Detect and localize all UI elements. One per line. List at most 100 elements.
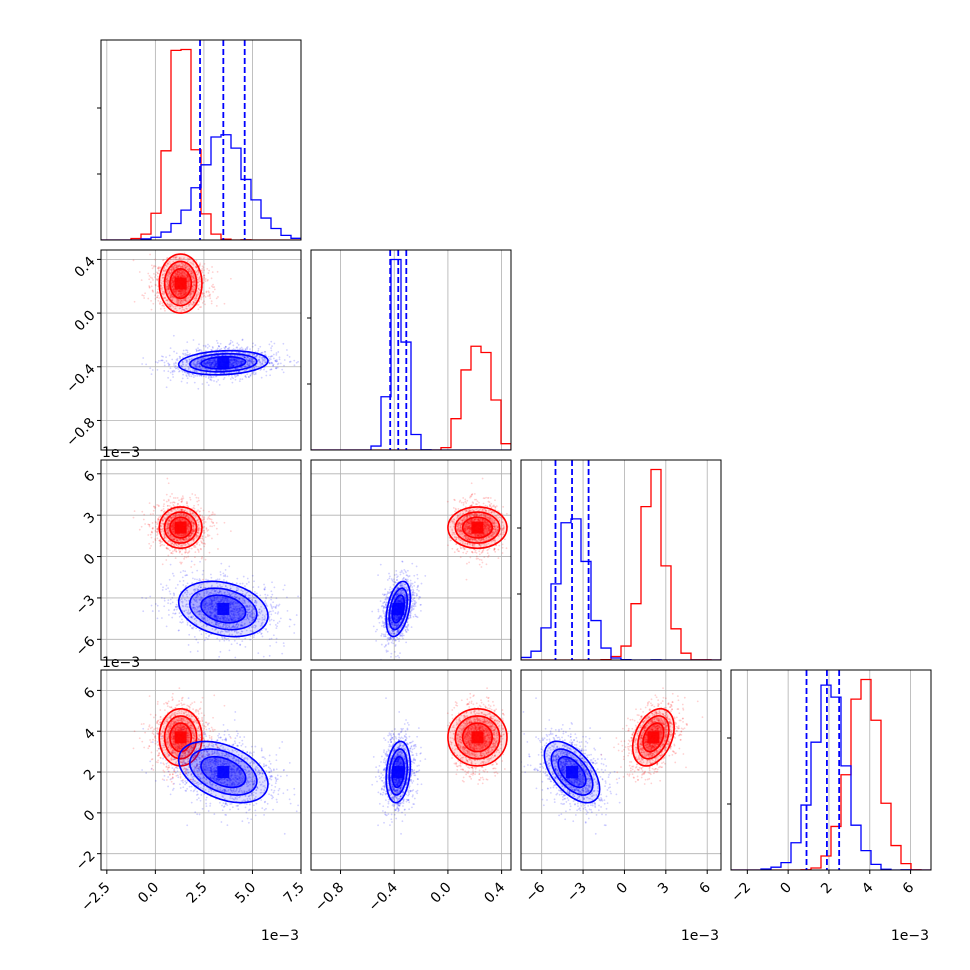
- sample-point: [214, 364, 217, 367]
- sample-point: [167, 511, 170, 514]
- sample-point: [182, 292, 185, 295]
- sample-point: [183, 514, 185, 517]
- sample-point: [173, 275, 176, 278]
- sample-point: [179, 540, 182, 543]
- sample-point: [223, 372, 226, 374]
- sample-point: [260, 368, 263, 371]
- sample-point: [165, 265, 168, 268]
- sample-point: [175, 550, 178, 552]
- sample-point: [179, 534, 182, 537]
- sample-point: [201, 516, 204, 519]
- sample-point: [192, 279, 195, 282]
- sample-point: [214, 616, 217, 619]
- sample-point: [189, 509, 191, 512]
- sample-point: [222, 617, 225, 619]
- sample-point: [162, 290, 165, 293]
- sample-point: [194, 285, 197, 287]
- sample-point: [215, 363, 217, 366]
- sample-point: [230, 617, 232, 620]
- sample-point: [229, 606, 232, 608]
- sample-point: [233, 358, 236, 360]
- sample-point: [186, 274, 189, 277]
- sample-point: [263, 350, 266, 353]
- sample-point: [224, 369, 227, 371]
- sample-point: [203, 545, 206, 548]
- sample-point: [155, 530, 158, 533]
- sample-point: [215, 617, 218, 619]
- sample-point: [188, 526, 190, 529]
- sample-point: [223, 346, 226, 349]
- sample-point: [159, 545, 162, 547]
- sample-point: [209, 359, 212, 362]
- sample-point: [154, 283, 157, 286]
- sample-point: [168, 520, 171, 523]
- sample-point: [219, 369, 222, 372]
- sample-point: [171, 268, 174, 271]
- sample-point: [197, 366, 199, 369]
- sample-point: [215, 380, 218, 383]
- sample-point: [245, 369, 248, 372]
- sample-point: [187, 278, 190, 281]
- sample-point: [193, 301, 195, 303]
- sample-point: [173, 280, 175, 283]
- sample-point: [172, 291, 175, 294]
- sample-point: [205, 371, 208, 374]
- sample-point: [190, 302, 192, 304]
- sample-point: [162, 297, 165, 300]
- sample-point: [190, 547, 193, 550]
- sample-point: [176, 507, 179, 510]
- sample-point: [171, 542, 173, 545]
- sample-point: [172, 508, 175, 511]
- sample-point: [154, 361, 157, 363]
- sample-point: [198, 276, 201, 279]
- sample-point: [230, 600, 233, 603]
- sample-point: [173, 266, 175, 269]
- sample-point: [195, 362, 198, 365]
- sample-point: [168, 363, 171, 366]
- sample-point: [212, 361, 215, 364]
- sample-point: [196, 293, 198, 296]
- sample-point: [178, 518, 181, 521]
- sample-point: [178, 273, 181, 276]
- sample-point: [297, 360, 299, 363]
- sample-point: [172, 527, 174, 530]
- sample-point: [192, 290, 195, 293]
- sample-point: [231, 341, 234, 343]
- sample-point: [173, 538, 176, 541]
- sample-point: [207, 535, 209, 537]
- sample-point: [166, 547, 169, 550]
- sample-point: [186, 307, 188, 310]
- sample-point: [259, 369, 262, 371]
- sample-point: [228, 639, 231, 642]
- sample-point: [230, 618, 232, 621]
- sample-point: [162, 304, 165, 307]
- sample-point: [235, 596, 238, 599]
- sample-point: [167, 283, 169, 285]
- sample-point: [178, 295, 181, 298]
- sample-point: [215, 351, 218, 354]
- sample-point: [179, 520, 182, 523]
- sample-point: [179, 290, 182, 293]
- sample-point: [177, 545, 180, 548]
- sample-point: [151, 522, 154, 524]
- sample-point: [144, 292, 147, 295]
- sample-point: [231, 363, 234, 365]
- sample-point: [178, 519, 181, 522]
- sample-point: [172, 575, 175, 577]
- sample-point: [218, 348, 221, 351]
- sample-point: [209, 363, 212, 366]
- sample-point: [162, 510, 165, 513]
- sample-point: [190, 290, 193, 293]
- sample-point: [297, 595, 299, 598]
- sample-point: [154, 520, 157, 523]
- sample-point: [226, 619, 228, 622]
- sample-point: [210, 300, 213, 303]
- sample-point: [185, 300, 188, 303]
- sample-point: [179, 290, 182, 293]
- sample-point: [212, 522, 215, 524]
- sample-point: [210, 363, 213, 366]
- sample-point: [163, 307, 166, 310]
- sample-point: [173, 549, 176, 552]
- sample-point: [174, 272, 177, 275]
- sample-point: [192, 281, 194, 284]
